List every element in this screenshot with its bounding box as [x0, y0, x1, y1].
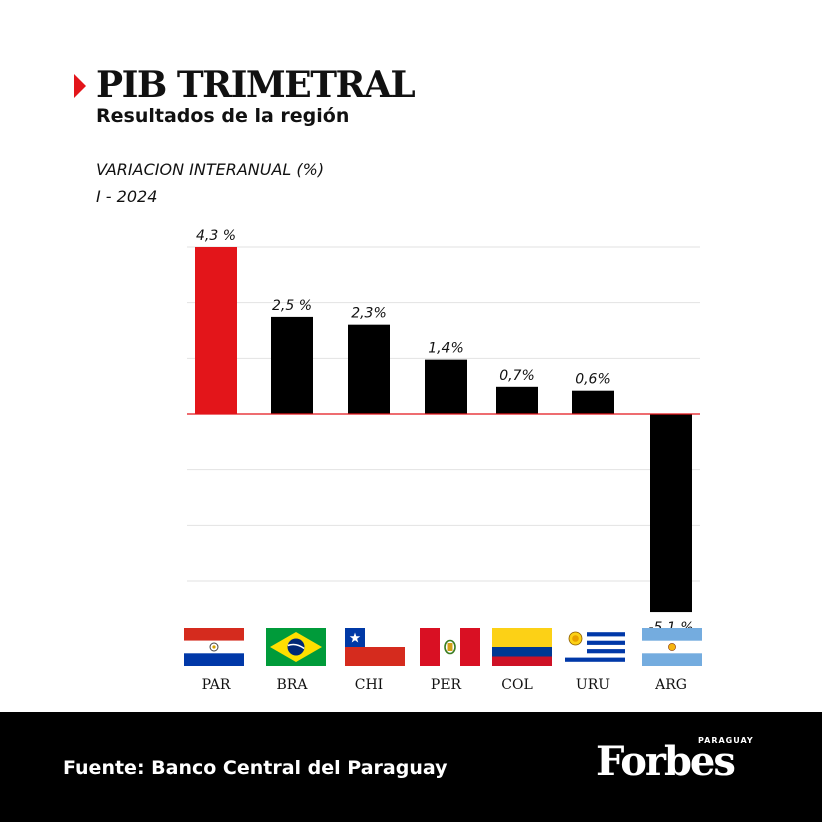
period-label: I - 2024 — [96, 187, 158, 206]
category-label: URU — [576, 677, 610, 693]
bar — [425, 359, 467, 414]
colombia-flag-icon — [492, 628, 552, 666]
bar — [650, 414, 692, 613]
category-label: ARG — [654, 677, 687, 693]
logo-edition: PARAGUAY — [698, 736, 754, 745]
metric-label: VARIACION INTERANUAL (%) — [96, 160, 325, 179]
data-label: 2,3% — [351, 306, 387, 322]
uruguay-flag-icon — [565, 628, 625, 666]
category-label: PER — [431, 677, 462, 693]
data-label: 1,4% — [428, 341, 464, 357]
chart-subtitle: Resultados de la región — [96, 105, 350, 127]
brazil-flag-icon — [266, 628, 326, 666]
data-label: 0,7% — [499, 368, 535, 384]
bar — [572, 390, 614, 414]
data-label: 2,5 % — [272, 298, 312, 314]
bar — [195, 247, 237, 414]
chile-flag-icon — [345, 628, 405, 666]
data-label: 4,3 % — [196, 228, 236, 244]
paraguay-flag-icon — [184, 628, 244, 666]
argentina-flag-icon — [642, 628, 702, 666]
red-triangle-icon — [74, 74, 86, 98]
footer-bar: Fuente: Banco Central del Paraguay PARAG… — [0, 712, 822, 822]
category-label: COL — [501, 677, 533, 693]
bar — [496, 386, 538, 414]
category-label: PAR — [202, 677, 231, 693]
category-label: CHI — [355, 677, 383, 693]
forbes-logo: PARAGUAY Forbes — [596, 736, 766, 796]
data-label: 0,6% — [575, 372, 611, 388]
logo-wordmark: Forbes — [596, 738, 736, 785]
peru-flag-icon — [420, 628, 480, 666]
bar — [348, 324, 390, 414]
source-text: Fuente: Banco Central del Paraguay — [63, 757, 448, 779]
chart-title: PIB TRIMETRAL — [96, 64, 416, 106]
bar — [271, 316, 313, 414]
category-label: BRA — [277, 677, 309, 693]
bar-chart: 4,3 %2,5 %2,3%1,4%0,7%0,6%-5,1 %PARBRACH… — [187, 228, 700, 693]
